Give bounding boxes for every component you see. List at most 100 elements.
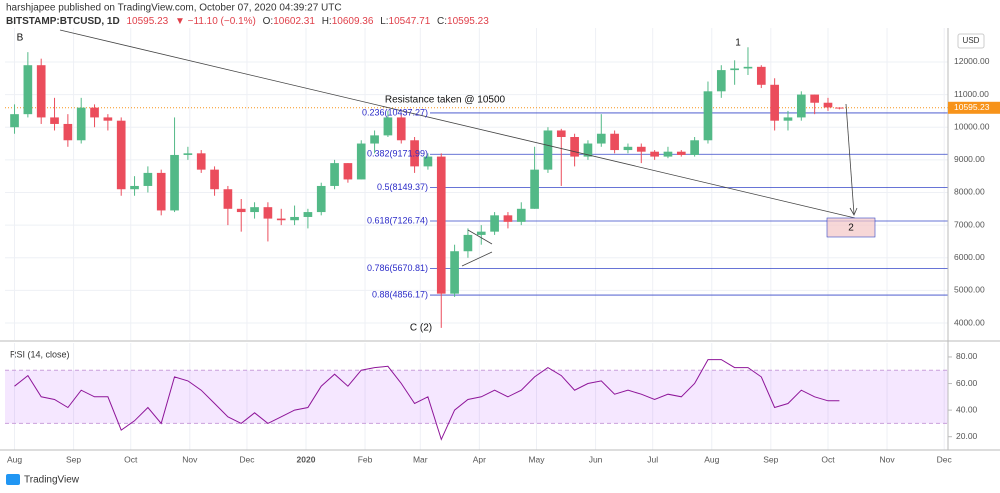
rsi-line xyxy=(14,359,840,441)
arrow-line xyxy=(845,103,855,215)
y-tick-label: 6000.00 xyxy=(954,252,985,262)
candle-body xyxy=(170,154,179,211)
candle-body xyxy=(423,156,433,167)
open-label: O: xyxy=(263,16,274,27)
candle-body xyxy=(343,163,353,180)
x-tick-label: Nov xyxy=(879,454,895,464)
last-price-tag-label: 10595.23 xyxy=(954,102,990,112)
low-value: 10547.71 xyxy=(389,16,431,27)
candle-body xyxy=(50,117,59,124)
y-tick-label: 80.00 xyxy=(956,351,978,361)
x-tick-label: Feb xyxy=(358,454,373,464)
logo: TradingView xyxy=(6,474,80,486)
y-tick-label: 12000.00 xyxy=(954,56,990,66)
candle-body xyxy=(223,189,233,209)
candle-body xyxy=(436,156,446,294)
candle-body xyxy=(116,120,126,190)
footer: TradingView xyxy=(24,475,80,486)
fib-label: 0.5(8149.37) xyxy=(377,182,428,192)
x-tick-label: 2020 xyxy=(297,454,316,464)
candle-body xyxy=(756,66,766,85)
candle-body xyxy=(556,130,566,138)
close-label: C: xyxy=(437,16,447,27)
candle-body xyxy=(10,114,19,128)
x-tick-label: Sep xyxy=(763,454,778,464)
candle-body xyxy=(810,94,819,103)
candle-body xyxy=(103,117,113,121)
x-tick-label: Dec xyxy=(239,454,255,464)
y-tick-label: 9000.00 xyxy=(954,154,985,164)
fib-label: 0.786(5670.81) xyxy=(367,263,428,273)
annotation: C (2) xyxy=(410,323,432,334)
author-line: harshjapee published on TradingView.com,… xyxy=(6,3,342,14)
candle-body xyxy=(250,207,259,213)
symbol: BITSTAMP:BTCUSD, 1D xyxy=(6,16,120,27)
candle-body xyxy=(490,215,499,232)
pattern-line xyxy=(467,229,493,245)
fib-label: 0.382(9171.99) xyxy=(367,149,428,159)
candle-body xyxy=(450,251,459,294)
y-tick-label: 4000.00 xyxy=(954,317,985,327)
candle-body xyxy=(835,107,844,109)
candle-body xyxy=(676,151,686,155)
candle-body xyxy=(156,172,166,211)
high-label: H: xyxy=(322,16,332,27)
fib-label: 0.618(7126.74) xyxy=(367,215,428,225)
candle-body xyxy=(730,68,739,71)
candle-body xyxy=(530,169,539,209)
fib-label: 0.236(10437.27) xyxy=(362,107,428,117)
candle-body xyxy=(663,151,673,157)
candle-body xyxy=(90,107,99,118)
candle-body xyxy=(796,94,806,118)
drawings xyxy=(59,29,876,267)
candle-body xyxy=(130,185,139,190)
candle-body xyxy=(76,107,86,141)
x-tick-label: Mar xyxy=(413,454,428,464)
candle-body xyxy=(543,130,553,170)
candle-body xyxy=(583,143,593,157)
candle-body xyxy=(783,117,793,121)
candle-body xyxy=(290,216,299,221)
candle-body xyxy=(36,65,46,118)
rsi-band xyxy=(5,370,948,424)
candle-body xyxy=(636,146,646,152)
candle-body xyxy=(650,151,659,157)
currency: USD xyxy=(963,36,980,45)
candle-body xyxy=(570,137,579,157)
candle-body xyxy=(330,163,339,186)
symbol-line: BITSTAMP:BTCUSD, 1D 10595.23 ▼ −11.10 (−… xyxy=(6,16,489,27)
target-box xyxy=(826,217,876,238)
candle-body xyxy=(610,133,619,151)
annotation: 1 xyxy=(735,38,741,49)
x-tick-label: Oct xyxy=(124,454,138,464)
candle-body xyxy=(63,123,73,141)
candle-body xyxy=(383,117,393,136)
candle-body xyxy=(410,140,419,167)
last-price: 10595.23 xyxy=(126,16,168,27)
x-tick-label: Sep xyxy=(66,454,81,464)
y-tick-label: 11000.00 xyxy=(954,89,989,99)
candle-body xyxy=(196,153,206,170)
x-tick-label: Jul xyxy=(647,454,658,464)
rsi-title: RSI (14, close) xyxy=(10,349,70,359)
change: ▼ −11.10 (−0.1%) xyxy=(175,16,256,27)
candle-body xyxy=(370,135,379,144)
x-tick-label: Oct xyxy=(821,454,835,464)
candle-body xyxy=(703,91,713,141)
candle-body xyxy=(143,172,153,186)
y-tick-label: 60.00 xyxy=(956,378,978,388)
pattern-line xyxy=(461,251,493,267)
candle-body xyxy=(743,66,753,69)
y-tick-label: 10000.00 xyxy=(954,121,990,131)
low-label: L: xyxy=(380,16,388,27)
candle-body xyxy=(503,215,513,222)
y-tick-label: 7000.00 xyxy=(954,219,985,229)
x-tick-label: Aug xyxy=(704,454,719,464)
candle-body xyxy=(396,117,406,141)
candle-body xyxy=(316,185,326,213)
annotation: B xyxy=(17,33,24,44)
arrow-head xyxy=(849,207,858,216)
plot xyxy=(5,28,952,450)
y-tick-label: 8000.00 xyxy=(954,187,985,197)
open-value: 10602.31 xyxy=(273,16,315,27)
